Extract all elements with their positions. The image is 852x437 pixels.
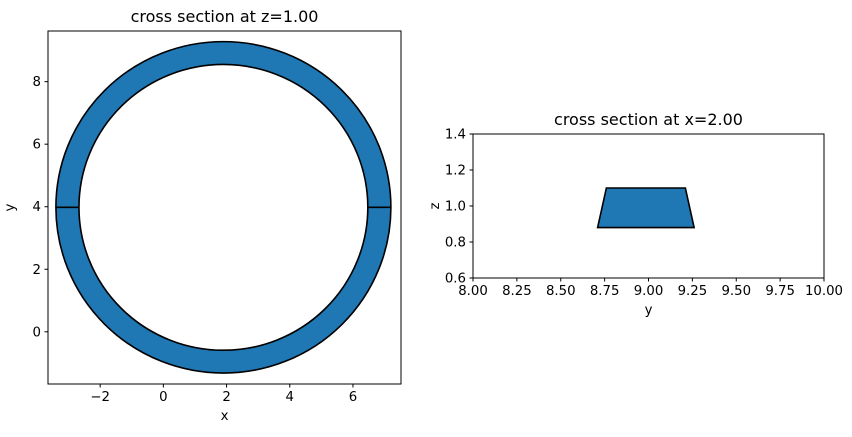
x-tick-label: 9.00: [634, 284, 664, 299]
x-tick-label: 0: [159, 390, 167, 405]
y-tick-label: 6: [33, 138, 41, 153]
y-tick-label: 1.0: [445, 200, 466, 215]
annulus-shape: [55, 40, 392, 374]
y-axis-label: y: [3, 203, 18, 211]
x-tick-label: 2: [222, 390, 230, 405]
y-axis-label: z: [428, 202, 443, 209]
polygon-shape: [596, 187, 696, 229]
x-axis-label: x: [221, 409, 229, 424]
x-axis-label: y: [645, 303, 653, 318]
x-tick-label: 9.25: [678, 284, 708, 299]
x-tick-label: 8.00: [458, 284, 488, 299]
x-tick-label: −2: [90, 390, 110, 405]
axes-frame: [47, 30, 402, 385]
subplot-2: 8.00 8.25 8.50 8.75 9.00 9.25 9.50 9.75 10.00 0.6…: [428, 110, 843, 318]
x-tick-label: 8.25: [502, 284, 532, 299]
y-tick-label: 0.6: [445, 272, 466, 287]
x-tick-label: 6: [349, 390, 357, 405]
x-tick-label: 8.50: [546, 284, 576, 299]
y-tick-label: 4: [33, 200, 41, 215]
y-tick-label: 0.8: [445, 236, 466, 251]
y-tick-label: 8: [33, 75, 41, 90]
x-tick-label: 4: [286, 390, 294, 405]
y-tick-label: 1.4: [445, 128, 466, 143]
y-tick-label: 1.2: [445, 164, 466, 179]
subplot-1: −2 0 2 4 6 0 2 4 6 8 cross section at z=1.00 x y: [3, 7, 402, 424]
plot-title: cross section at x=2.00: [554, 110, 743, 129]
plot-title: cross section at z=1.00: [131, 7, 319, 26]
y-tick-label: 2: [33, 263, 41, 278]
x-tick-label: 8.75: [590, 284, 620, 299]
x-tick-label: 10.00: [805, 284, 843, 299]
y-tick-label: 0: [33, 325, 41, 340]
x-tick-label: 9.75: [765, 284, 795, 299]
x-tick-label: 9.50: [721, 284, 751, 299]
